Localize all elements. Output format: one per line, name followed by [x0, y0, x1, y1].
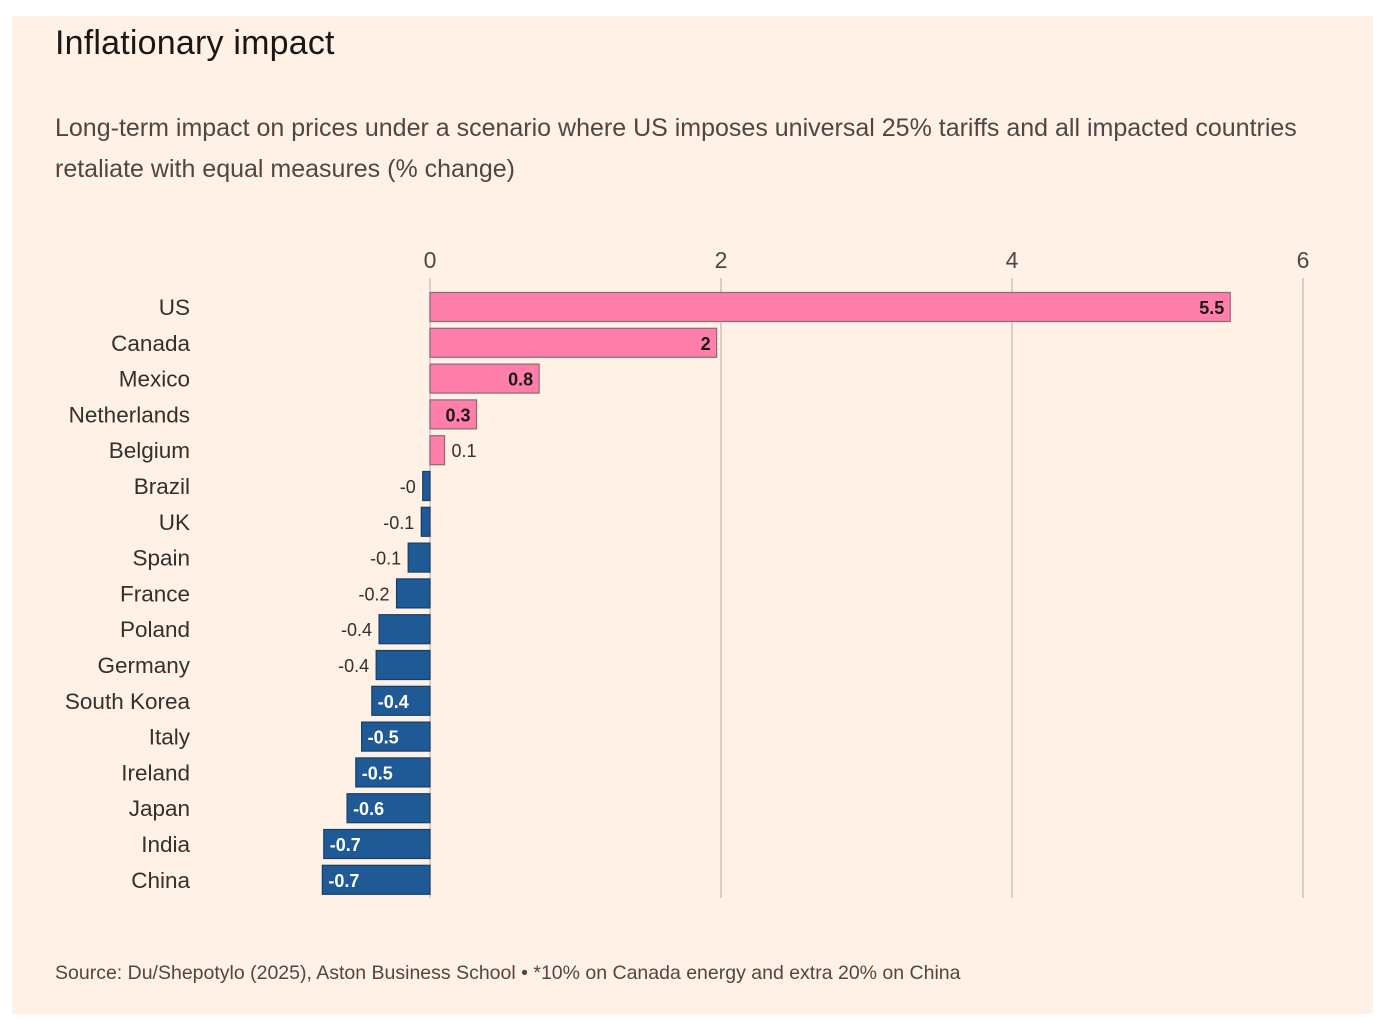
- bar: [422, 470, 431, 502]
- bar: [429, 363, 540, 394]
- category-label: Mexico: [119, 367, 190, 392]
- bar: [395, 578, 431, 609]
- category-label: Germany: [97, 653, 190, 678]
- x-tick-label: 6: [1297, 247, 1310, 273]
- bar: [429, 399, 478, 430]
- chart-source: Source: Du/Shepotylo (2025), Aston Busin…: [55, 962, 961, 984]
- value-label: 2: [701, 334, 711, 354]
- bar: [371, 685, 431, 716]
- value-label: 0.1: [452, 441, 477, 461]
- x-tick-label: 4: [1006, 247, 1019, 273]
- chart-title: Inflationary impact: [55, 24, 335, 62]
- bar-chart: 0 2 4 6 US 5.5 Canada 2 Mexico 0.8 Netherlands 0.3 B…: [65, 247, 1310, 898]
- category-label: Belgium: [109, 438, 190, 463]
- chart-subtitle: Long-term impact on prices under a scena…: [55, 114, 1297, 183]
- bar: [429, 435, 446, 466]
- category-label: Japan: [129, 796, 190, 821]
- value-label: 5.5: [1199, 298, 1224, 318]
- value-label: -0.1: [370, 549, 401, 569]
- category-label: Spain: [132, 546, 190, 571]
- bar: [321, 864, 431, 895]
- value-label: -0.2: [359, 584, 390, 604]
- value-label: -0.4: [378, 692, 409, 712]
- bar: [378, 614, 431, 645]
- category-label: India: [141, 832, 190, 857]
- category-label: Italy: [149, 725, 191, 750]
- value-label: -0.1: [383, 513, 414, 533]
- bar: [407, 542, 431, 573]
- value-label: -0.7: [330, 835, 361, 855]
- value-label: 0.3: [446, 405, 471, 425]
- value-label: -0.7: [328, 871, 359, 891]
- bar: [429, 291, 1231, 323]
- value-label: -0.4: [338, 656, 369, 676]
- category-label: Ireland: [121, 760, 190, 785]
- bar: [361, 721, 431, 752]
- bar: [420, 506, 431, 537]
- bar: [355, 757, 431, 788]
- category-label: Brazil: [134, 474, 190, 499]
- category-label: Canada: [111, 331, 190, 356]
- bar: [429, 327, 718, 358]
- value-label: 0.8: [508, 370, 533, 390]
- x-tick-label: 2: [715, 247, 728, 273]
- category-label: France: [120, 581, 190, 606]
- value-label: -0.5: [368, 728, 399, 748]
- category-label: China: [131, 868, 190, 893]
- bar: [375, 649, 431, 681]
- chart-card: Inflationary impact Long-term impact on …: [12, 16, 1373, 1014]
- value-label: -0.6: [353, 799, 384, 819]
- category-label: UK: [159, 510, 190, 535]
- bar: [323, 828, 431, 860]
- x-tick-label: 0: [424, 247, 437, 273]
- bar: [346, 793, 431, 824]
- category-label: South Korea: [65, 689, 191, 714]
- category-label: US: [159, 295, 190, 320]
- value-label: -0.5: [362, 763, 393, 783]
- category-label: Netherlands: [69, 402, 190, 427]
- value-label: -0: [400, 477, 416, 497]
- value-label: -0.4: [341, 620, 372, 640]
- category-label: Poland: [120, 617, 190, 642]
